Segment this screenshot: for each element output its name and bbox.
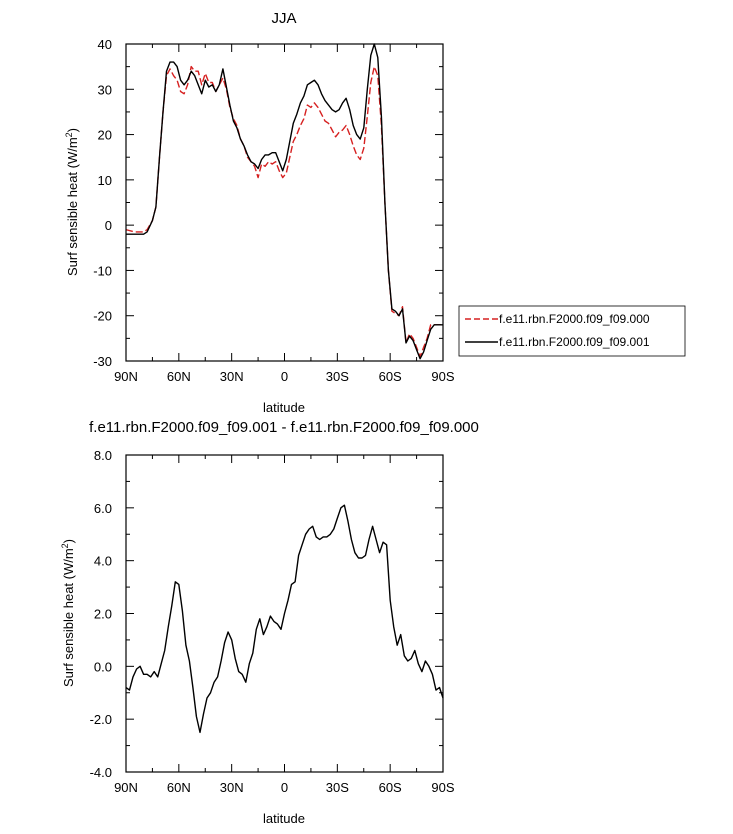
legend-box — [458, 305, 686, 357]
y-axis-label-sup: 2 — [64, 132, 74, 137]
chart-title: f.e11.rbn.F2000.f09_f09.001 - f.e11.rbn.… — [89, 419, 479, 436]
legend-label-series-0: f.e11.rbn.F2000.f09_f09.000 — [499, 312, 650, 326]
x-tick-label: 90S — [431, 369, 454, 384]
x-axis-label: latitude — [263, 400, 305, 415]
chart-title: JJA — [271, 10, 296, 27]
x-tick-label: 60S — [379, 780, 402, 795]
x-tick-label: 90N — [114, 780, 138, 795]
series-lines — [125, 43, 443, 360]
y-tick-label: 8.0 — [94, 448, 112, 463]
x-tick-label: 30S — [326, 780, 349, 795]
chart-panel-top: JJA 90N 60N 30N 0 30S 60S 90S -30 -20 -10 0 10 20 30 4… — [64, 10, 686, 415]
y-tick-label: 30 — [98, 82, 112, 97]
y-tick-label: -10 — [93, 263, 112, 278]
chart-panel-bottom: f.e11.rbn.F2000.f09_f09.001 - f.e11.rbn.… — [60, 419, 479, 826]
series-lines — [125, 504, 444, 734]
y-tick-label: 2.0 — [94, 607, 112, 622]
y-axis-label-close: ) — [65, 128, 80, 132]
x-tick-label: 90N — [114, 369, 138, 384]
x-tick-label: 60N — [167, 369, 191, 384]
y-tick-label: 40 — [98, 37, 112, 52]
y-tick-label: 10 — [98, 173, 112, 188]
y-axis-label-close: ) — [61, 539, 76, 543]
y-axis-label-sup: 2 — [60, 543, 70, 548]
y-tick-label: 6.0 — [94, 501, 112, 516]
y-tick-label: -2.0 — [90, 712, 112, 727]
y-tick-label: 0.0 — [94, 659, 112, 674]
x-axis-label: latitude — [263, 811, 305, 826]
legend-label-series-1: f.e11.rbn.F2000.f09_f09.001 — [499, 335, 650, 349]
y-axis-label: Surf sensible heat (W/m2) — [64, 128, 80, 276]
x-tick-label: 30S — [326, 369, 349, 384]
y-tick-label: 4.0 — [94, 554, 112, 569]
axis-ticks: 90N 60N 30N 0 30S 60S 90S -30 -20 -10 0 10 20 30 40 — [93, 37, 455, 384]
series-line-1 — [126, 43, 443, 360]
x-tick-label: 90S — [431, 780, 454, 795]
y-tick-label: 0 — [105, 218, 112, 233]
x-tick-label: 0 — [281, 780, 288, 795]
series-line-0 — [125, 504, 444, 734]
y-tick-label: -30 — [93, 354, 112, 369]
series-line-0 — [125, 65, 443, 358]
plot-frame — [125, 43, 444, 362]
y-tick-label: -4.0 — [90, 765, 112, 780]
axis-ticks: 90N 60N 30N 0 30S 60S 90S -4.0 -2.0 0.0 2.0 4.0 6.0 8… — [90, 448, 455, 795]
x-tick-label: 0 — [281, 369, 288, 384]
y-axis-label-main: Surf sensible heat (W/m — [65, 137, 80, 276]
x-tick-label: 60N — [167, 780, 191, 795]
x-tick-label: 30N — [220, 780, 244, 795]
legend: f.e11.rbn.F2000.f09_f09.000 f.e11.rbn.F2… — [458, 305, 686, 357]
y-tick-label: -20 — [93, 309, 112, 324]
y-axis-label-main: Surf sensible heat (W/m — [61, 548, 76, 687]
x-tick-label: 60S — [379, 369, 402, 384]
x-tick-label: 30N — [220, 369, 244, 384]
y-tick-label: 20 — [98, 128, 112, 143]
y-axis-label: Surf sensible heat (W/m2) — [60, 539, 76, 687]
